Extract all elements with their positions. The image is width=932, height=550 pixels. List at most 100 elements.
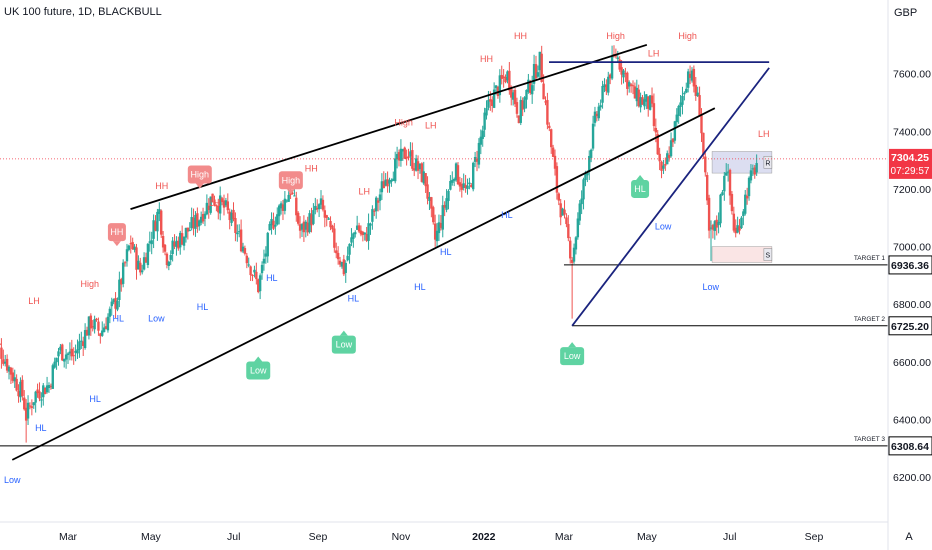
candle-body — [399, 148, 403, 161]
auto-scale-button[interactable]: A — [905, 531, 913, 543]
candle-body — [519, 99, 522, 123]
target-price-label: 6725.20 — [891, 321, 929, 333]
candle-body — [270, 219, 273, 226]
x-tick-label: Sep — [309, 531, 328, 543]
candle-body — [350, 237, 353, 243]
candle-body — [384, 179, 387, 186]
candle-body — [97, 321, 100, 331]
candle-body — [749, 170, 753, 181]
candle-body — [199, 216, 203, 223]
candle-body — [439, 223, 443, 228]
target-label: TARGET 2 — [854, 316, 886, 323]
candle-body — [192, 217, 195, 229]
candle-body — [464, 184, 467, 189]
candle-body — [363, 232, 366, 235]
annotation-label: Low — [655, 221, 672, 231]
candle-body — [120, 279, 123, 285]
candle-body — [705, 175, 709, 201]
candle-body — [454, 163, 458, 181]
candle-body — [413, 168, 416, 171]
candle-body — [344, 262, 347, 273]
candle-body — [433, 223, 437, 240]
annotation-label: LH — [648, 48, 660, 58]
annotation-badge — [631, 179, 650, 198]
y-tick-label: 7600.00 — [893, 69, 931, 81]
candle-body — [388, 180, 391, 184]
candle-body — [656, 134, 659, 155]
candle-body — [163, 244, 167, 252]
zone-label-box — [763, 156, 773, 169]
candle-body — [188, 229, 191, 231]
chart-title: UK 100 future, 1D, BLACKBULL — [4, 6, 162, 18]
candle-body — [57, 351, 60, 357]
candle-body — [295, 197, 298, 216]
candle-body — [285, 200, 288, 202]
candle-body — [485, 108, 488, 116]
candle-body — [704, 156, 707, 173]
candle-body — [491, 99, 494, 106]
candle-body — [228, 211, 231, 221]
candle-body — [355, 225, 359, 230]
candle-body — [405, 157, 408, 159]
candle-body — [386, 179, 389, 187]
candle-body — [335, 250, 338, 254]
annotation-badge-label: High — [191, 170, 210, 180]
candle-body — [751, 168, 755, 170]
candle-body — [584, 174, 587, 180]
candle-body — [742, 211, 745, 217]
candle-body — [306, 222, 309, 233]
candle-body — [698, 95, 701, 116]
candle-body — [660, 161, 663, 171]
candle-body — [728, 169, 732, 196]
candle-body — [108, 308, 112, 317]
candle-body — [747, 177, 751, 197]
candle-body — [664, 164, 667, 166]
candle-body — [648, 95, 652, 110]
annotation-badge — [278, 171, 303, 190]
zone-label: R — [765, 160, 770, 167]
candle-body — [451, 179, 454, 183]
candle-body — [262, 258, 266, 264]
candle-body — [338, 260, 342, 265]
candle-body — [357, 225, 361, 232]
candle-body — [527, 79, 530, 92]
candle-body — [354, 232, 357, 235]
candle-body — [721, 192, 724, 196]
candle-body — [11, 372, 15, 381]
candle-body — [95, 318, 98, 321]
candle-body — [373, 210, 376, 212]
candle-body — [715, 219, 718, 228]
annotation-label: HH — [514, 31, 527, 41]
candle-body — [479, 136, 483, 145]
candle-body — [148, 241, 152, 243]
annotation-label: HL — [113, 314, 125, 324]
annotation-label: HL — [89, 394, 101, 404]
candle-body — [607, 76, 610, 93]
candle-body — [129, 243, 132, 245]
candle-body — [502, 76, 505, 78]
candle-body — [443, 204, 446, 208]
candle-body — [40, 399, 43, 401]
candle-body — [245, 255, 249, 264]
candle-body — [420, 163, 424, 182]
candle-body — [7, 366, 11, 372]
candle-body — [333, 228, 336, 248]
annotations-layer: Low HL LH HL High HL HH Low HH High HL LH Low HL High H… — [4, 31, 769, 485]
candle-body — [686, 71, 690, 88]
candle-body — [671, 138, 675, 143]
candle-body — [688, 73, 692, 78]
candle-body — [70, 348, 74, 357]
candle-body — [481, 130, 484, 139]
trendlines-layer: TARGET 1 TARGET 2 TARGET 3 — [0, 43, 888, 461]
candle-body — [595, 113, 599, 117]
candle-body — [437, 222, 441, 234]
annotation-badge-pointer — [636, 174, 645, 180]
annotation-badge-label: High — [282, 175, 301, 185]
candle-body — [643, 99, 646, 107]
candle-body — [605, 84, 608, 92]
candle-body — [390, 179, 393, 182]
candle-body — [154, 221, 157, 231]
candle-body — [59, 346, 62, 351]
candle-body — [468, 182, 471, 185]
